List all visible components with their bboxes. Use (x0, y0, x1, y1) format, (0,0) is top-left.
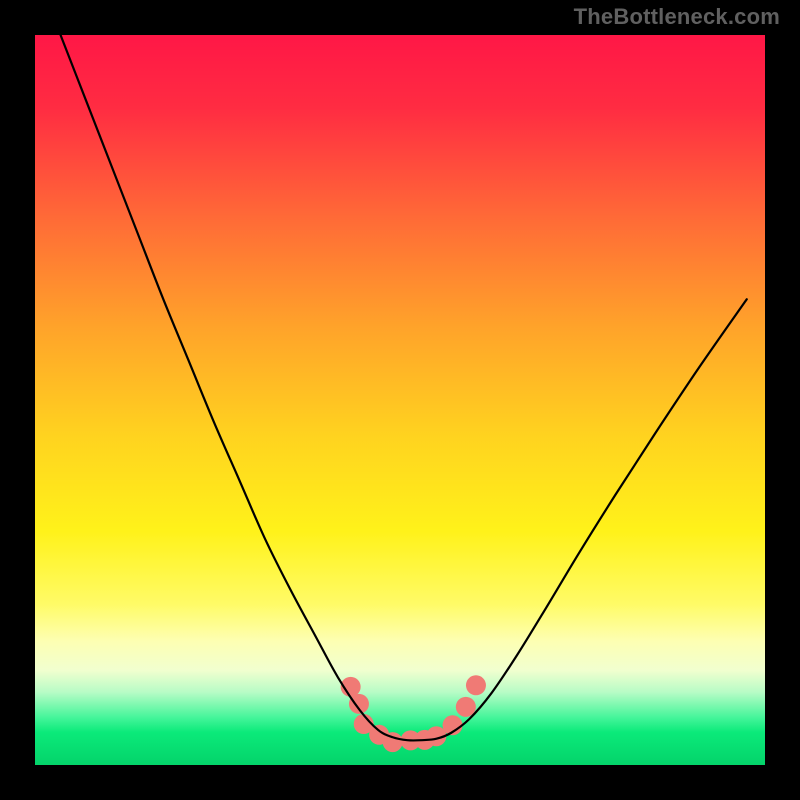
chart-svg (0, 0, 800, 800)
marker-dot (456, 697, 476, 717)
plot-area (35, 35, 765, 765)
marker-dot (349, 694, 369, 714)
watermark-text: TheBottleneck.com (574, 4, 780, 30)
marker-dot (466, 675, 486, 695)
chart-container: TheBottleneck.com (0, 0, 800, 800)
